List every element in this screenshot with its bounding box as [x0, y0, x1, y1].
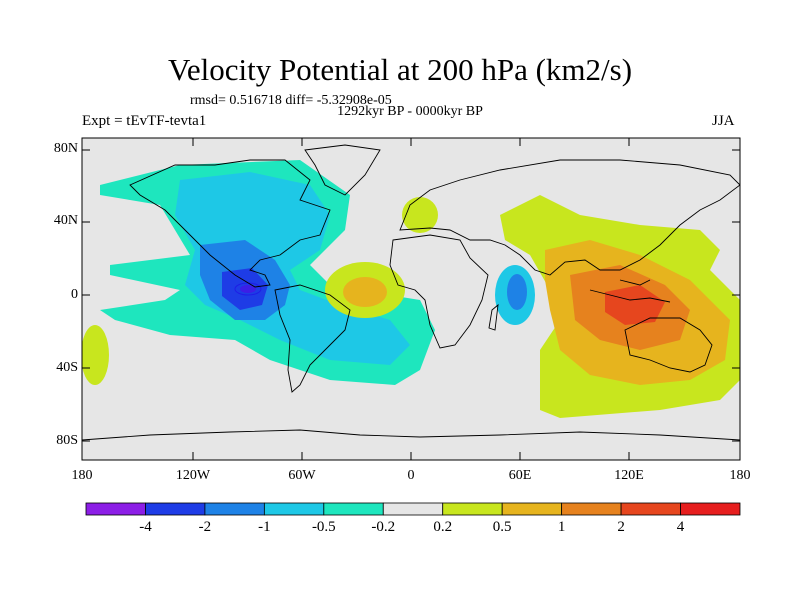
colorbar-swatch: [561, 502, 622, 516]
period-text: 1292kyr BP - 0000kyr BP: [337, 104, 483, 119]
y-tick-label: 40S: [56, 360, 78, 375]
x-tick-label: 180: [71, 468, 93, 483]
colorbar-label: 4: [676, 519, 685, 535]
colorbar-swatch: [620, 502, 681, 516]
contour-neg-4-core: [240, 285, 256, 293]
experiment-label: Expt = tEvTF-tevta1: [82, 113, 207, 129]
colorbar-label: 1: [557, 519, 566, 535]
x-tick-label: 60E: [508, 468, 532, 483]
colorbar-swatch: [382, 502, 444, 516]
y-tick-label: 40N: [53, 213, 78, 228]
colorbar-swatch: [204, 502, 265, 516]
y-tick-label: 80N: [53, 141, 78, 156]
colorbar-label: -1: [258, 519, 271, 535]
x-tick-label: 0: [407, 468, 415, 483]
colorbar-label: -0.2: [371, 519, 396, 535]
chart-title: Velocity Potential at 200 hPa (km2/s): [167, 52, 633, 87]
colorbar-swatch: [680, 502, 741, 516]
colorbar-label: 2: [617, 519, 625, 535]
colorbar-label: -4: [139, 519, 152, 535]
colorbar-swatch: [501, 502, 563, 516]
contour-neg-indian-inner: [507, 274, 527, 310]
colorbar-swatch: [85, 502, 146, 516]
axis-ticks: [82, 138, 740, 460]
season-label: JJA: [712, 113, 735, 129]
contour-pos-2: [605, 285, 665, 325]
colorbar-swatch: [263, 502, 325, 516]
contour-pos-atlantic-inner: [343, 277, 387, 307]
contour-pos-dateline: [82, 325, 109, 385]
colorbar-label: -0.5: [311, 519, 336, 535]
x-tick-label: 60W: [288, 468, 316, 483]
colorbar-label: -2: [198, 519, 212, 535]
y-tick-label: 80S: [56, 433, 78, 448]
stats-text: rmsd= 0.516718 diff= -5.32908e-05: [190, 93, 392, 108]
colorbar-label: 0.2: [433, 519, 453, 535]
colorbar-label: 0.5: [492, 519, 512, 535]
colorbar-swatch: [442, 502, 503, 516]
x-tick-label: 120W: [175, 468, 211, 483]
y-tick-label: 0: [71, 287, 78, 302]
colorbar: [85, 502, 741, 516]
x-tick-label: 180: [729, 468, 751, 483]
contour-pos-europe: [402, 197, 438, 233]
colorbar-swatch: [145, 502, 206, 516]
contour-fields: [82, 160, 740, 418]
colorbar-swatch: [323, 502, 384, 516]
x-tick-label: 120E: [614, 468, 644, 483]
coastlines: [82, 144, 740, 441]
